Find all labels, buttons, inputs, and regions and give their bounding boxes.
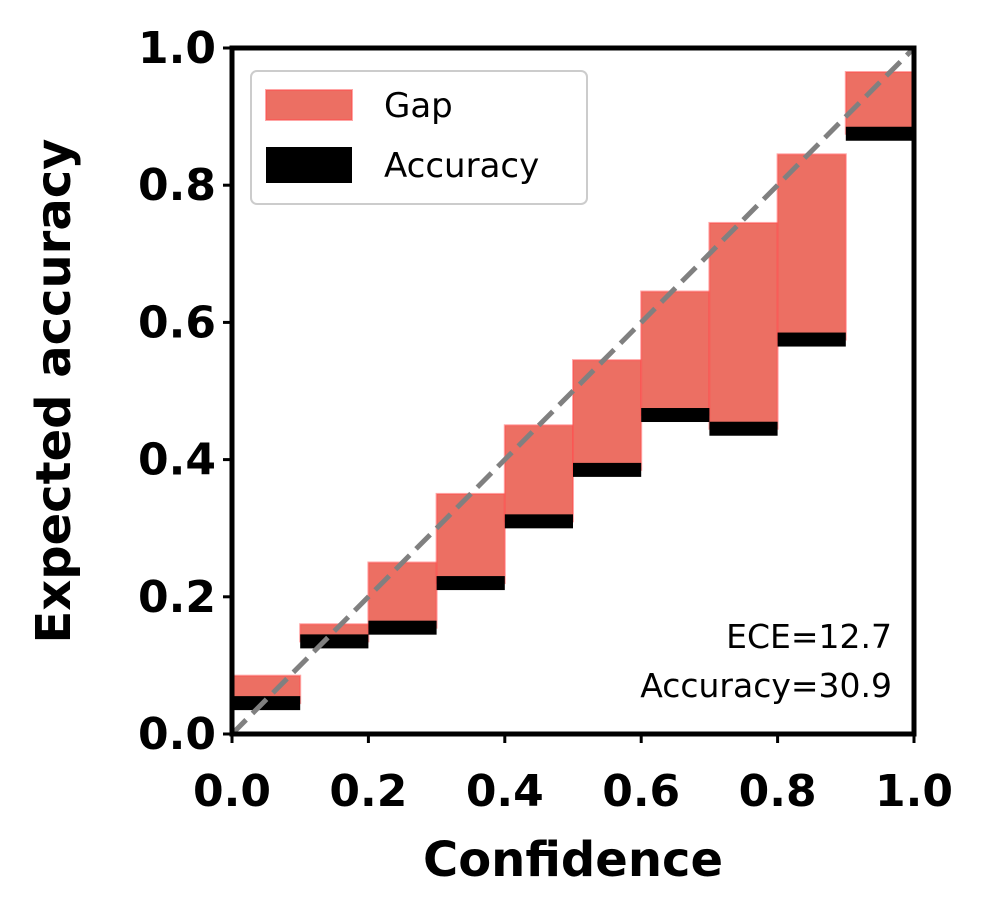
x-tick-label: 0.4 [466, 766, 544, 817]
legend-label-gap: Gap [384, 86, 453, 126]
gap-bar [708, 221, 779, 430]
accuracy-bar [504, 514, 573, 529]
accuracy-bar [845, 126, 914, 141]
x-tick-label: 0.0 [193, 766, 271, 817]
y-axis-title: Expected accuracy [26, 139, 82, 644]
accuracy-bar [300, 634, 369, 649]
accuracy-bar [777, 332, 846, 347]
x-tick-label: 0.6 [602, 766, 680, 817]
accuracy-annotation: Accuracy=30.9 [640, 666, 892, 705]
accuracy-bar [436, 576, 505, 591]
y-tick-label: 0.2 [138, 572, 216, 623]
y-tick-label: 0.4 [138, 435, 216, 486]
x-tick-label: 1.0 [875, 766, 953, 817]
legend-label-accuracy: Accuracy [384, 146, 539, 186]
gap-bar [503, 424, 574, 523]
plot-frame [229, 45, 917, 737]
y-tick-label: 1.0 [138, 23, 216, 74]
legend-swatch-gap [265, 89, 353, 121]
ticks-layer: 0.0 0.2 0.4 0.6 0.8 1.0 0.0 0.2 0.4 0.6 0.8 1.0 [138, 23, 953, 817]
accuracy-bar [573, 462, 642, 477]
legend-swatch-accuracy [266, 147, 352, 183]
y-tick-label: 0.6 [138, 297, 216, 348]
gap-bar [572, 359, 643, 471]
x-tick-label: 0.2 [329, 766, 407, 817]
accuracy-bar [641, 408, 710, 423]
perfect-calibration-line [230, 46, 916, 736]
legend: Gap Accuracy [250, 70, 588, 205]
diagonal-layer [230, 46, 916, 736]
accuracy-bar [368, 620, 437, 635]
accuracy-bar [709, 421, 778, 436]
y-tick-label: 0.0 [138, 709, 216, 760]
x-tick-label: 0.8 [739, 766, 817, 817]
x-axis-title: Confidence [423, 832, 723, 888]
gap-bar [435, 492, 506, 585]
ece-annotation: ECE=12.7 [726, 617, 892, 656]
gap-bar [776, 153, 847, 341]
y-tick-label: 0.8 [138, 160, 216, 211]
gap-bar [367, 561, 438, 629]
